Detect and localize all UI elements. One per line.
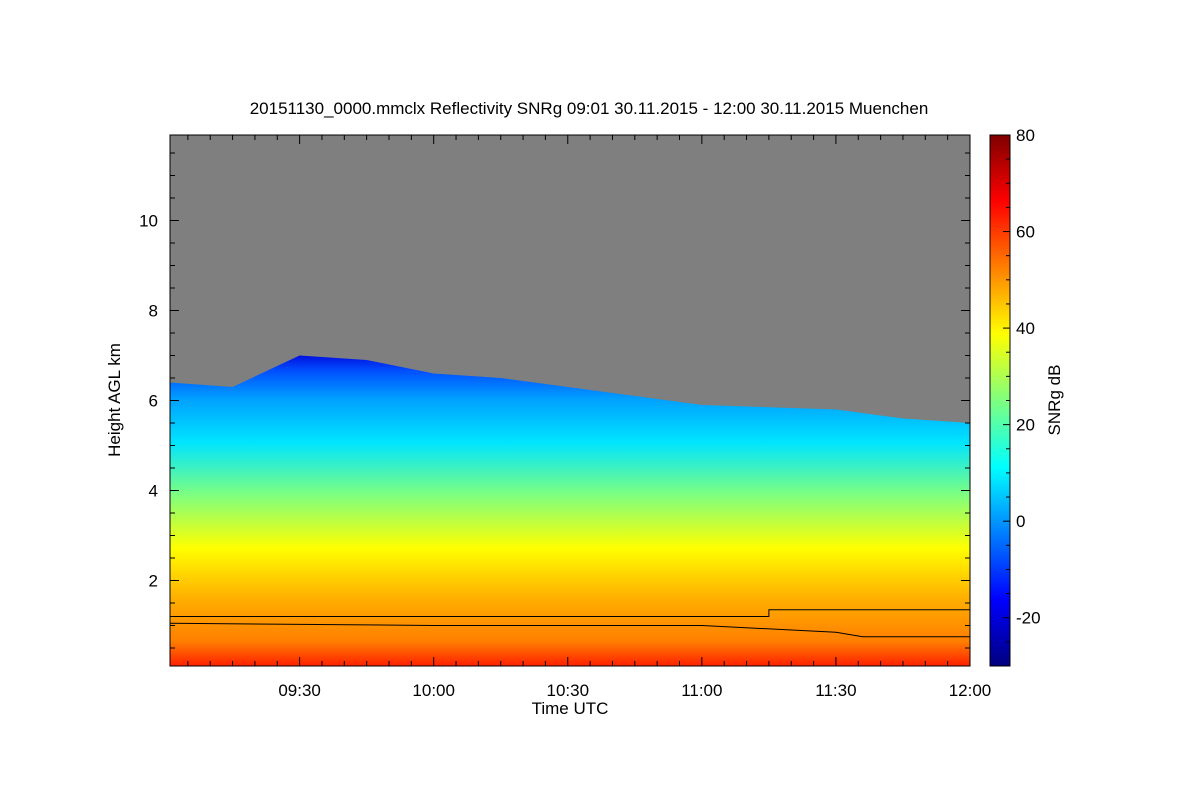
plot-area	[169, 134, 971, 667]
x-tick-label: 12:00	[949, 681, 992, 700]
x-axis-label: Time UTC	[532, 699, 609, 718]
boundary-layer-line-2	[170, 622, 970, 638]
y-axis-label: Height AGL km	[105, 343, 124, 457]
colorbar-tick-label: 40	[1016, 319, 1035, 338]
cloud-echo-area	[170, 355, 970, 666]
x-tick-label: 11:00	[681, 681, 722, 700]
y-axis: 2 4 6 8 10	[139, 152, 970, 649]
boundary-layer-line-1	[170, 609, 970, 617]
y-tick-label: 6	[149, 392, 158, 411]
y-tick-label: 10	[139, 212, 158, 231]
colorbar-tick-label: 60	[1016, 223, 1035, 242]
colorbar-tick-label: 80	[1016, 126, 1035, 145]
colorbar: -20 0 20 40 60 80 SNRg dB	[989, 126, 1064, 667]
colorbar-tick-label: -20	[1016, 609, 1041, 628]
x-tick-label: 10:00	[412, 681, 455, 700]
y-tick-label: 8	[149, 302, 158, 321]
colorbar-label: SNRg dB	[1045, 365, 1064, 436]
colorbar-tick-label: 20	[1016, 416, 1035, 435]
x-tick-label: 11:30	[815, 681, 856, 700]
y-tick-label: 2	[149, 572, 158, 591]
x-axis: 09:30 10:00 10:30 11:00 11:30 12:00	[187, 135, 992, 700]
y-tick-label: 4	[149, 482, 158, 501]
chart-title: 20151130_0000.mmclx Reflectivity SNRg 09…	[250, 99, 929, 118]
x-tick-label: 09:30	[278, 681, 321, 700]
x-tick-label: 10:30	[546, 681, 589, 700]
colorbar-tick-label: 0	[1016, 512, 1025, 531]
